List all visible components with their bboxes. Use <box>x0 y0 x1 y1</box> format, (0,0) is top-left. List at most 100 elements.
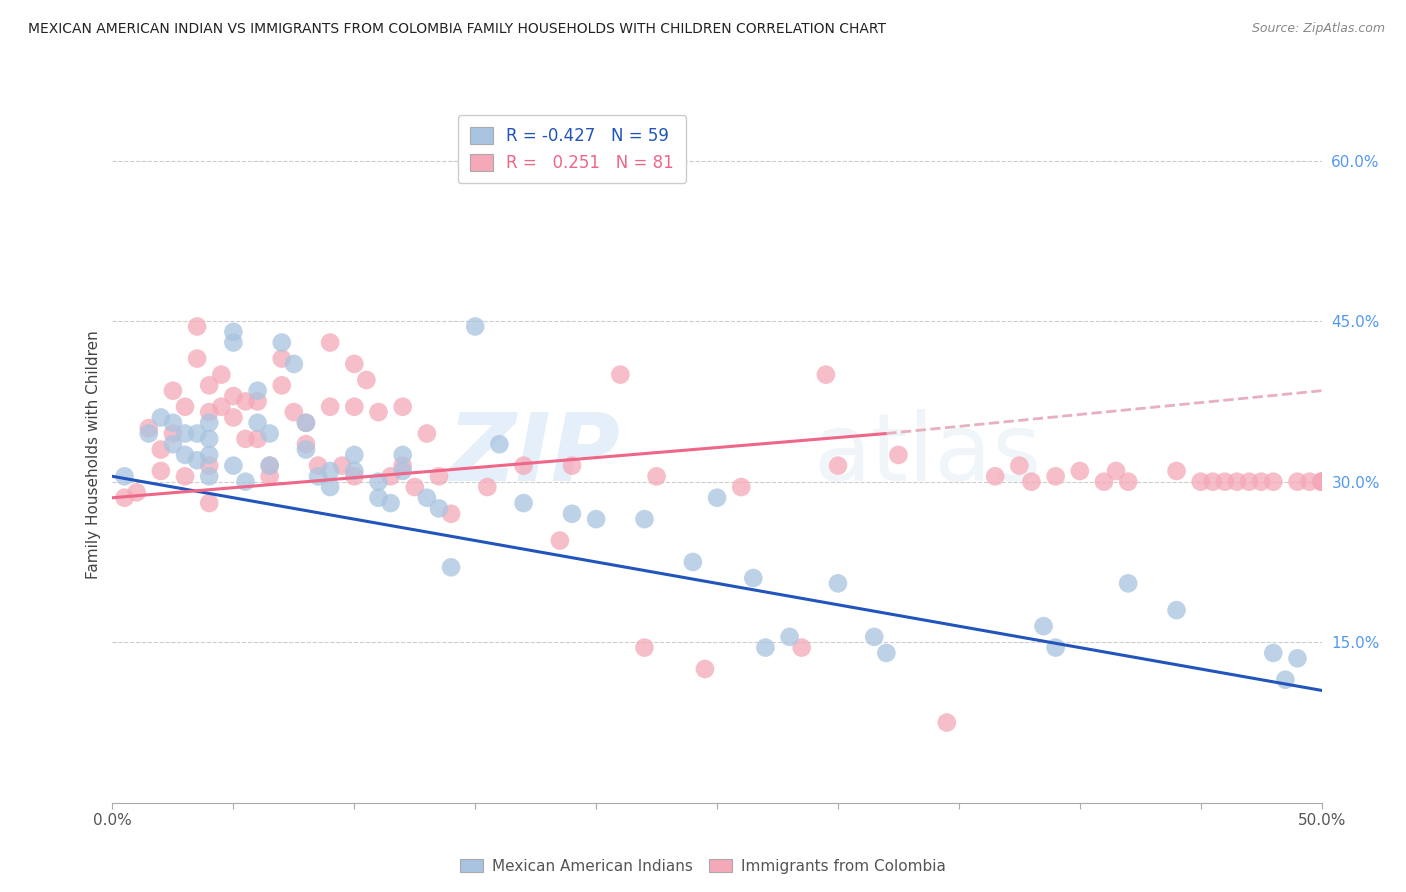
Point <box>174 426 197 441</box>
Point <box>391 464 413 478</box>
Point <box>1189 475 1212 489</box>
Point <box>149 410 172 425</box>
Point <box>1021 475 1043 489</box>
Point <box>186 351 208 366</box>
Point <box>1310 475 1333 489</box>
Point <box>440 507 463 521</box>
Point <box>222 389 245 403</box>
Point <box>1310 475 1333 489</box>
Point <box>730 480 752 494</box>
Point <box>512 496 534 510</box>
Text: atlas: atlas <box>814 409 1042 501</box>
Point <box>561 458 583 473</box>
Legend: R = -0.427   N = 59, R =   0.251   N = 81: R = -0.427 N = 59, R = 0.251 N = 81 <box>458 115 686 184</box>
Point <box>875 646 897 660</box>
Point <box>222 410 245 425</box>
Point <box>827 458 849 473</box>
Point <box>1045 469 1067 483</box>
Point <box>235 394 257 409</box>
Text: Source: ZipAtlas.com: Source: ZipAtlas.com <box>1251 22 1385 36</box>
Point <box>246 384 269 398</box>
Point <box>561 507 583 521</box>
Point <box>198 469 221 483</box>
Point <box>1069 464 1091 478</box>
Point <box>235 475 257 489</box>
Point <box>391 448 413 462</box>
Point <box>1310 475 1333 489</box>
Point <box>295 416 318 430</box>
Point <box>1263 475 1285 489</box>
Point <box>416 426 439 441</box>
Point <box>307 458 329 473</box>
Point <box>259 426 281 441</box>
Point <box>209 368 232 382</box>
Point <box>693 662 716 676</box>
Y-axis label: Family Households with Children: Family Households with Children <box>86 331 101 579</box>
Point <box>427 469 450 483</box>
Point <box>198 496 221 510</box>
Point <box>149 464 172 478</box>
Point <box>114 469 136 483</box>
Point <box>1298 475 1320 489</box>
Point <box>162 437 184 451</box>
Point <box>138 426 160 441</box>
Point <box>246 394 269 409</box>
Point <box>633 640 655 655</box>
Point <box>246 432 269 446</box>
Point <box>149 442 172 457</box>
Point <box>464 319 486 334</box>
Point <box>935 715 957 730</box>
Point <box>283 357 305 371</box>
Point <box>645 469 668 483</box>
Point <box>343 400 366 414</box>
Point <box>174 448 197 462</box>
Point <box>1286 651 1309 665</box>
Point <box>633 512 655 526</box>
Point <box>1045 640 1067 655</box>
Point <box>198 432 221 446</box>
Point <box>391 400 413 414</box>
Point <box>307 469 329 483</box>
Point <box>270 378 292 392</box>
Point <box>330 458 353 473</box>
Point <box>585 512 607 526</box>
Point <box>186 319 208 334</box>
Point <box>259 458 281 473</box>
Point <box>1263 646 1285 660</box>
Point <box>343 469 366 483</box>
Point <box>270 335 292 350</box>
Point <box>1116 475 1139 489</box>
Point <box>742 571 765 585</box>
Point <box>295 442 318 457</box>
Point <box>477 480 499 494</box>
Point <box>162 416 184 430</box>
Point <box>259 458 281 473</box>
Point <box>367 491 389 505</box>
Point <box>198 405 221 419</box>
Point <box>984 469 1007 483</box>
Point <box>367 475 389 489</box>
Point <box>295 437 318 451</box>
Text: ZIP: ZIP <box>447 409 620 501</box>
Point <box>380 469 402 483</box>
Point <box>222 325 245 339</box>
Point <box>343 357 366 371</box>
Point <box>174 469 197 483</box>
Point <box>222 335 245 350</box>
Point <box>1105 464 1128 478</box>
Point <box>548 533 571 548</box>
Point <box>138 421 160 435</box>
Point <box>270 351 292 366</box>
Point <box>706 491 728 505</box>
Point <box>1226 475 1249 489</box>
Point <box>186 426 208 441</box>
Point <box>754 640 776 655</box>
Point <box>174 400 197 414</box>
Point <box>1166 464 1188 478</box>
Point <box>488 437 510 451</box>
Point <box>198 378 221 392</box>
Point <box>162 426 184 441</box>
Point <box>1237 475 1260 489</box>
Point <box>186 453 208 467</box>
Point <box>827 576 849 591</box>
